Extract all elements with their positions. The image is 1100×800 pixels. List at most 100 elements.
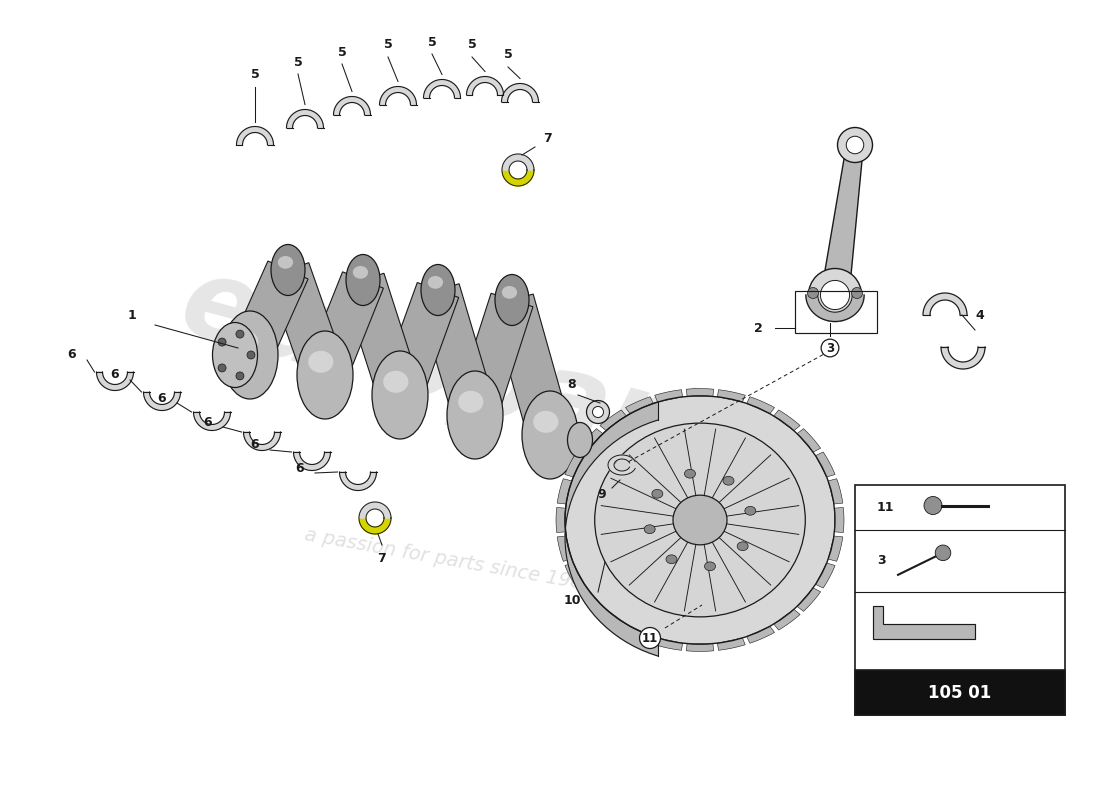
Text: 6: 6 xyxy=(204,415,212,429)
Ellipse shape xyxy=(652,490,663,498)
Polygon shape xyxy=(654,390,683,402)
Polygon shape xyxy=(815,452,835,477)
Text: 6: 6 xyxy=(111,369,119,382)
Polygon shape xyxy=(502,83,539,102)
Ellipse shape xyxy=(308,350,333,373)
FancyBboxPatch shape xyxy=(855,670,1065,715)
Polygon shape xyxy=(243,432,280,450)
Circle shape xyxy=(593,406,604,418)
Polygon shape xyxy=(424,79,461,98)
Text: 8: 8 xyxy=(568,378,576,391)
Polygon shape xyxy=(580,588,603,611)
Ellipse shape xyxy=(645,525,656,534)
Polygon shape xyxy=(558,536,572,562)
Polygon shape xyxy=(873,606,975,639)
Ellipse shape xyxy=(346,254,380,306)
Text: 6: 6 xyxy=(157,391,166,405)
Polygon shape xyxy=(230,261,308,364)
Polygon shape xyxy=(828,478,843,504)
Ellipse shape xyxy=(447,371,503,459)
Polygon shape xyxy=(143,392,180,410)
Ellipse shape xyxy=(212,322,257,387)
Polygon shape xyxy=(556,507,565,533)
Ellipse shape xyxy=(534,411,559,433)
Polygon shape xyxy=(333,97,371,115)
Polygon shape xyxy=(835,507,844,533)
Polygon shape xyxy=(940,347,984,369)
Polygon shape xyxy=(565,563,584,588)
Polygon shape xyxy=(747,397,774,414)
Text: 5: 5 xyxy=(294,55,302,69)
Ellipse shape xyxy=(372,351,428,439)
Polygon shape xyxy=(236,126,274,145)
Text: 5: 5 xyxy=(504,49,513,62)
Polygon shape xyxy=(821,144,864,297)
Ellipse shape xyxy=(568,422,593,458)
Ellipse shape xyxy=(495,274,529,326)
Circle shape xyxy=(235,330,244,338)
Text: 11: 11 xyxy=(877,501,894,514)
Circle shape xyxy=(218,338,227,346)
Ellipse shape xyxy=(522,391,578,479)
Text: 5: 5 xyxy=(251,69,260,82)
Polygon shape xyxy=(717,390,746,402)
Circle shape xyxy=(807,287,818,298)
Text: 7: 7 xyxy=(377,551,386,565)
Text: 5: 5 xyxy=(384,38,393,51)
Polygon shape xyxy=(565,402,658,656)
Ellipse shape xyxy=(723,476,734,485)
Polygon shape xyxy=(565,452,584,477)
Polygon shape xyxy=(359,502,390,518)
Text: 6: 6 xyxy=(251,438,260,451)
Ellipse shape xyxy=(459,390,483,413)
Polygon shape xyxy=(828,536,843,562)
Polygon shape xyxy=(359,518,390,534)
Text: 3: 3 xyxy=(877,554,886,567)
Polygon shape xyxy=(773,410,800,430)
Text: 6: 6 xyxy=(68,349,76,362)
Polygon shape xyxy=(580,429,603,452)
Ellipse shape xyxy=(278,256,293,269)
Polygon shape xyxy=(379,282,459,402)
Ellipse shape xyxy=(745,506,756,515)
Circle shape xyxy=(235,372,244,380)
Polygon shape xyxy=(806,295,865,322)
Polygon shape xyxy=(608,455,635,475)
Text: 11: 11 xyxy=(642,631,658,645)
Ellipse shape xyxy=(383,371,408,393)
Polygon shape xyxy=(923,293,967,315)
Text: 1: 1 xyxy=(128,309,136,322)
Text: 7: 7 xyxy=(543,131,552,145)
Ellipse shape xyxy=(673,495,727,545)
Text: 6: 6 xyxy=(296,462,305,474)
Ellipse shape xyxy=(666,555,676,564)
Circle shape xyxy=(808,269,861,322)
Text: 2: 2 xyxy=(754,322,762,334)
Polygon shape xyxy=(600,410,626,430)
Polygon shape xyxy=(286,110,323,128)
Polygon shape xyxy=(491,294,571,441)
Text: a passion for parts since 1985: a passion for parts since 1985 xyxy=(304,525,596,595)
Polygon shape xyxy=(798,429,821,452)
Circle shape xyxy=(248,351,255,359)
Text: 10: 10 xyxy=(563,594,581,606)
Polygon shape xyxy=(502,154,534,170)
Text: 4: 4 xyxy=(976,309,984,322)
Polygon shape xyxy=(379,86,417,105)
Polygon shape xyxy=(466,77,504,95)
Text: europarts: europarts xyxy=(169,249,791,511)
Ellipse shape xyxy=(353,266,369,278)
Ellipse shape xyxy=(565,396,835,644)
Polygon shape xyxy=(654,638,683,650)
Ellipse shape xyxy=(428,276,443,289)
Ellipse shape xyxy=(233,331,258,353)
Ellipse shape xyxy=(684,470,695,478)
Polygon shape xyxy=(97,372,133,390)
Polygon shape xyxy=(747,626,774,643)
Polygon shape xyxy=(626,626,653,643)
Circle shape xyxy=(924,497,942,514)
Polygon shape xyxy=(502,170,534,186)
Text: 9: 9 xyxy=(597,489,606,502)
Ellipse shape xyxy=(297,331,353,419)
Text: 5: 5 xyxy=(338,46,346,58)
